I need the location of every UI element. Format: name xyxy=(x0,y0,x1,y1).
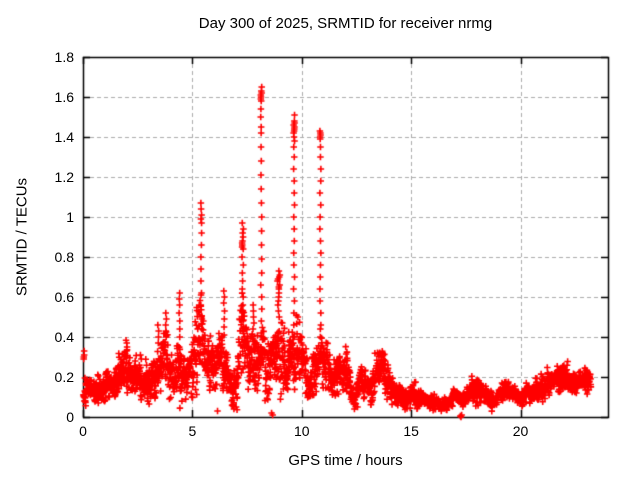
x-tick-label: 0 xyxy=(79,423,87,439)
y-tick-label: 0.8 xyxy=(54,249,74,265)
y-axis-label: SRMTID / TECUs xyxy=(13,177,31,297)
y-tick-label: 0.6 xyxy=(54,289,74,305)
y-tick-label: 0.2 xyxy=(54,369,74,385)
y-tick-label: 1.2 xyxy=(54,169,74,185)
y-tick-label: 1 xyxy=(66,209,74,225)
y-tick-label: 0 xyxy=(66,409,74,425)
x-tick-label: 15 xyxy=(403,423,419,439)
y-tick-label: 1.4 xyxy=(54,129,74,145)
y-tick-label: 1.6 xyxy=(54,89,74,105)
x-tick-label: 5 xyxy=(188,423,197,439)
x-tick-label: 20 xyxy=(512,423,529,439)
x-tick-label: 10 xyxy=(293,423,310,439)
chart-title: Day 300 of 2025, SRMTID for receiver nrm… xyxy=(198,15,493,32)
y-tick-label: 1.8 xyxy=(54,49,74,65)
x-axis-label: GPS time / hours xyxy=(288,452,403,469)
y-tick-label: 0.4 xyxy=(54,329,74,345)
